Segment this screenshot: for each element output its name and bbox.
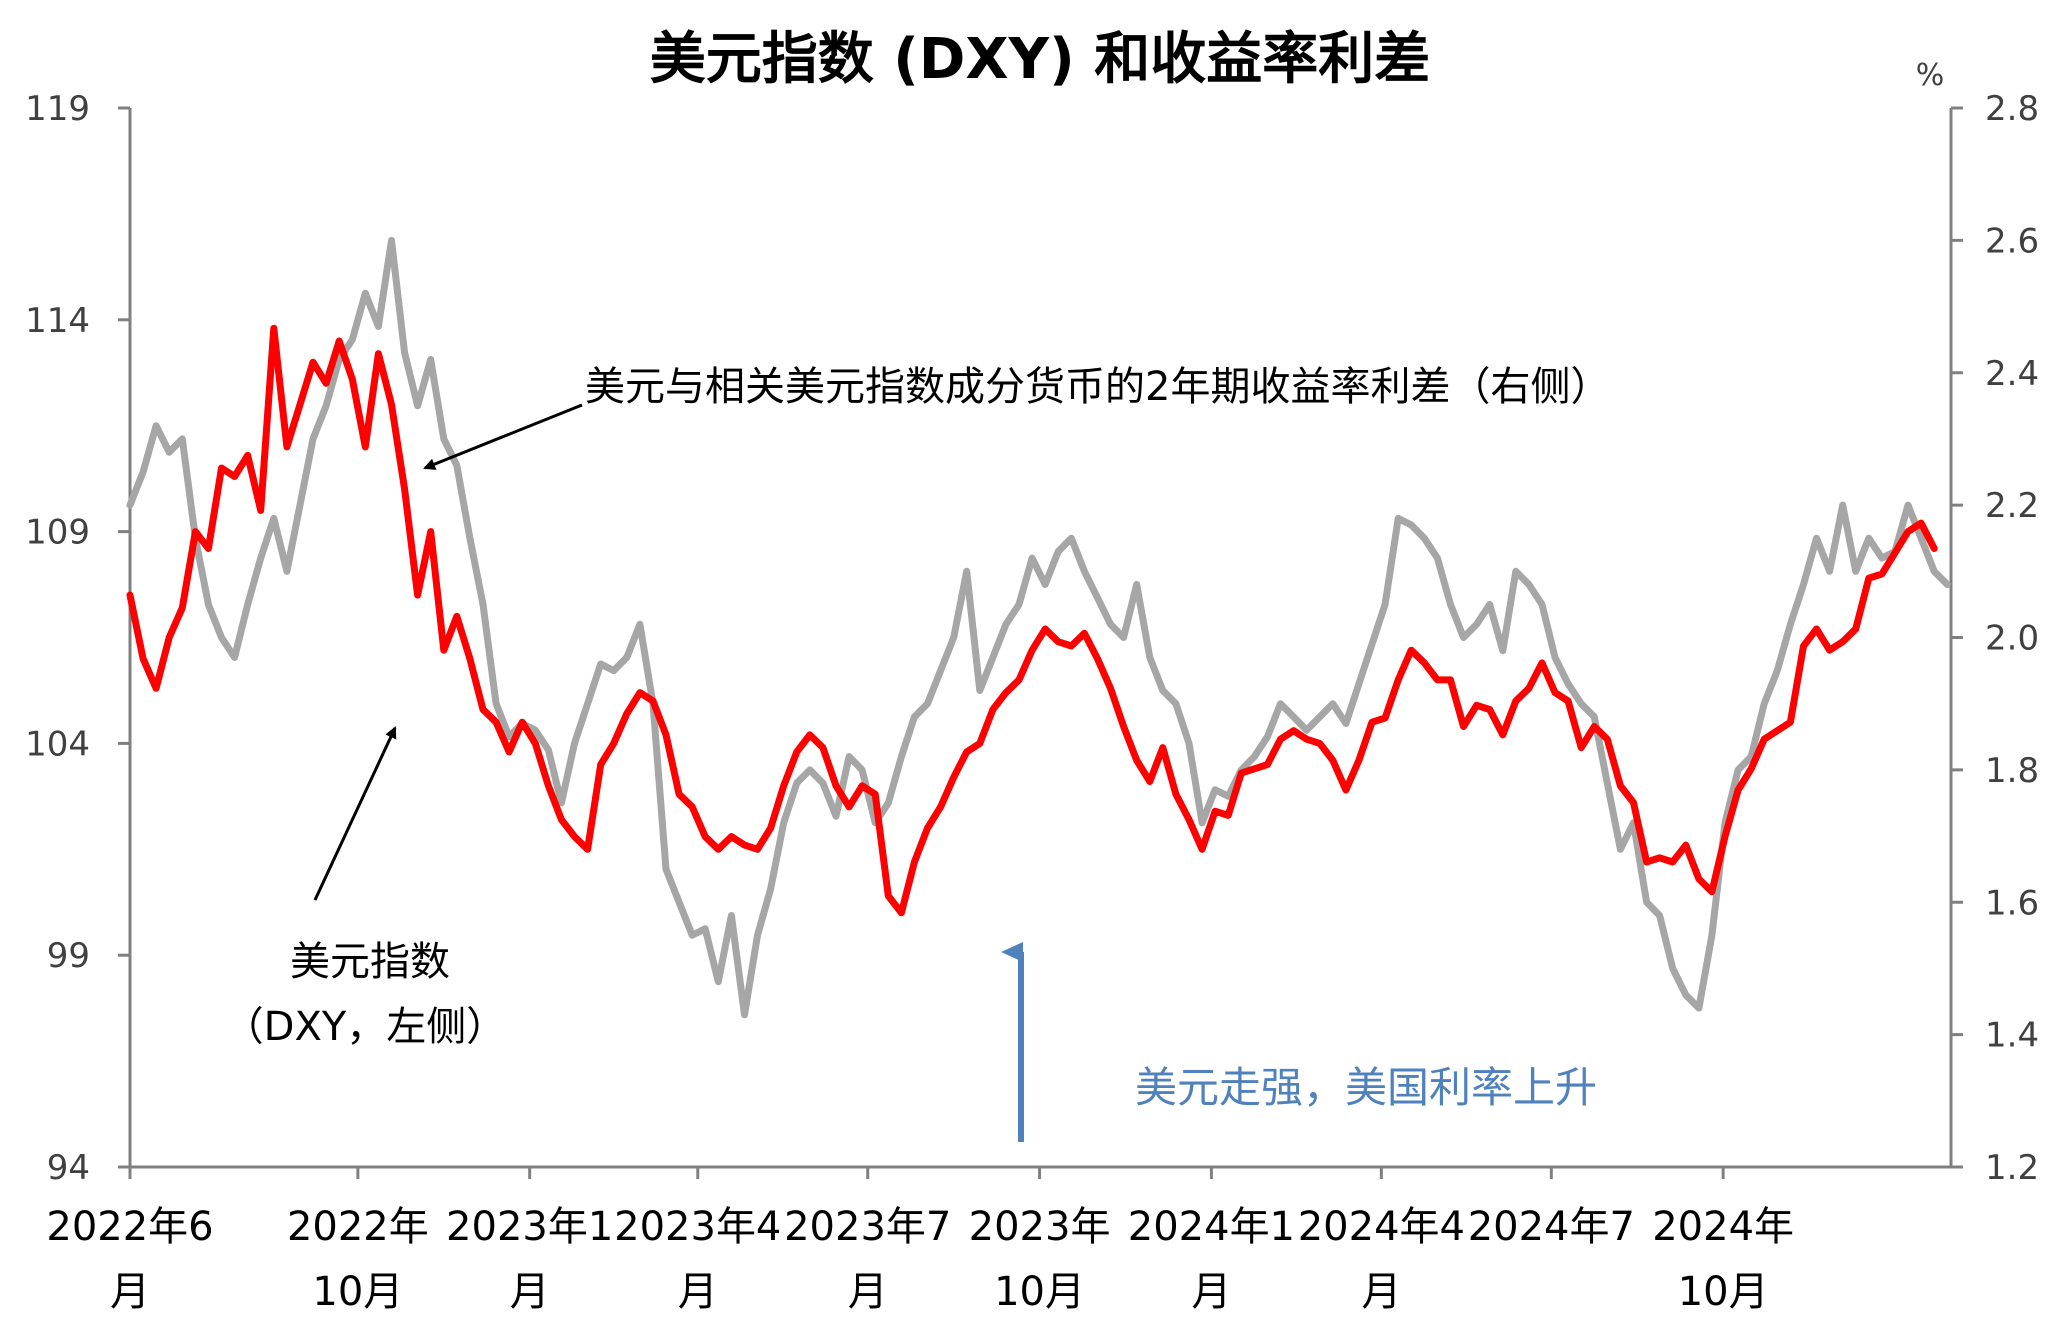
x-axis-ticks: 2022年6 月 2022年 10月 2023年1 月 2023年4 月 2023年7 月 2023… <box>46 1167 1794 1315</box>
x-tick-label: 2023年7 <box>784 1204 951 1250</box>
spread-series-label: 美元与相关美元指数成分货币的2年期收益率利差（右侧） <box>585 364 1610 410</box>
right-tick-label: 2.8 <box>1985 89 2039 129</box>
trend-label: 美元走强，美国利率上升 <box>1135 1063 1597 1112</box>
left-tick-label: 109 <box>25 513 90 553</box>
x-tick-label: 2022年 <box>287 1204 429 1250</box>
right-tick-label: 1.4 <box>1985 1016 2039 1056</box>
x-tick-label: 2024年7 <box>1468 1204 1635 1250</box>
spread-label-arrow <box>423 403 583 470</box>
right-axis-ticks: 1.2 1.4 1.6 1.8 2.0 2.2 2.4 2.6 2.8 <box>1951 89 2039 1188</box>
x-tick-label: 2024年1 <box>1128 1204 1295 1250</box>
x-tick-label: 2023年1 <box>446 1204 613 1250</box>
x-tick-label-line2: 10月 <box>1678 1269 1769 1315</box>
x-tick-label: 2024年4 <box>1298 1204 1465 1250</box>
x-tick-label-line2: 月 <box>1361 1269 1401 1315</box>
left-tick-label: 94 <box>47 1148 90 1188</box>
x-tick-label-line2: 月 <box>678 1269 718 1315</box>
x-tick-label: 2022年6 <box>46 1204 213 1250</box>
left-axis-ticks: 94 99 104 109 114 119 <box>25 89 130 1188</box>
right-tick-label: 2.6 <box>1985 221 2039 261</box>
right-tick-label: 2.2 <box>1985 486 2039 526</box>
left-tick-label: 119 <box>25 89 90 129</box>
series-layer <box>126 236 1951 1019</box>
x-tick-label: 2023年4 <box>614 1204 781 1250</box>
chart-title: 美元指数 (DXY) 和收益率利差 <box>650 27 1430 92</box>
right-tick-label: 2.0 <box>1985 619 2039 659</box>
x-tick-label-line2: 10月 <box>312 1269 403 1315</box>
x-tick-label-line2: 月 <box>1191 1269 1231 1315</box>
dxy-series-label-line1: 美元指数 <box>290 939 450 985</box>
x-tick-label: 2023年 <box>969 1204 1111 1250</box>
yield-spread-line <box>126 236 1951 1019</box>
right-tick-label: 1.6 <box>1985 883 2039 923</box>
x-tick-label-line2: 月 <box>510 1269 550 1315</box>
right-axis-unit: % <box>1916 58 1945 93</box>
x-tick-label-line2: 10月 <box>994 1269 1085 1315</box>
left-tick-label: 99 <box>47 936 90 976</box>
right-tick-label: 1.2 <box>1985 1148 2039 1188</box>
dxy-line <box>126 324 1938 917</box>
x-tick-label-line2: 月 <box>848 1269 888 1315</box>
left-tick-label: 114 <box>25 301 90 341</box>
x-tick-label: 2024年 <box>1652 1204 1794 1250</box>
dxy-label-arrow <box>313 726 397 901</box>
x-tick-label-line2: 月 <box>110 1269 150 1315</box>
right-tick-label: 2.4 <box>1985 354 2039 394</box>
right-tick-label: 1.8 <box>1985 751 2039 791</box>
left-tick-label: 104 <box>25 724 90 764</box>
dxy-series-label-line2: （DXY，左侧） <box>224 1004 507 1050</box>
